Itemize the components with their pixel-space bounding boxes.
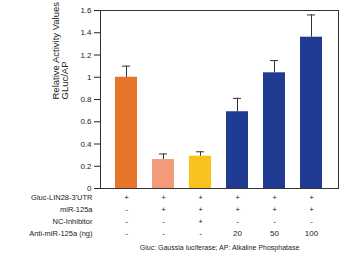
svg-text:+: + [235, 193, 240, 202]
svg-text:+: + [198, 193, 203, 202]
svg-text:1.6: 1.6 [80, 6, 92, 15]
svg-text:miR-125a: miR-125a [60, 205, 93, 214]
svg-text:Gluc: Gaussia luciferase; AP:: Gluc: Gaussia luciferase; AP: Alkaline P… [140, 244, 300, 252]
svg-text:+: + [309, 193, 314, 202]
svg-text:0: 0 [87, 184, 92, 194]
svg-text:+: + [198, 205, 203, 214]
svg-text:-: - [273, 217, 276, 226]
svg-text:-: - [125, 229, 128, 238]
svg-text:0.2: 0.2 [80, 162, 92, 171]
svg-text:-: - [125, 217, 128, 226]
svg-text:+: + [161, 205, 166, 214]
svg-text:0.4: 0.4 [80, 140, 92, 149]
svg-text:+: + [235, 205, 240, 214]
svg-text:20: 20 [233, 229, 242, 238]
svg-text:Gluc-LIN28-3'UTR: Gluc-LIN28-3'UTR [31, 193, 93, 202]
svg-text:-: - [199, 229, 202, 238]
svg-text:1: 1 [87, 73, 92, 82]
svg-text:+: + [161, 193, 166, 202]
svg-text:NC-Inhibitor: NC-Inhibitor [52, 217, 93, 226]
svg-text:Relative Activity ValuesGLuc/A: Relative Activity ValuesGLuc/AP [50, 2, 71, 100]
svg-text:50: 50 [270, 229, 279, 238]
svg-text:+: + [272, 193, 277, 202]
svg-text:100: 100 [305, 229, 319, 238]
svg-text:1.2: 1.2 [80, 51, 92, 60]
svg-text:+: + [124, 193, 129, 202]
svg-text:-: - [162, 217, 165, 226]
svg-text:Anti-miR-125a (ng): Anti-miR-125a (ng) [29, 229, 93, 238]
svg-text:1.4: 1.4 [80, 28, 92, 37]
svg-text:+: + [309, 205, 314, 214]
svg-text:0.8: 0.8 [80, 95, 92, 104]
svg-text:-: - [236, 217, 239, 226]
svg-text:+: + [198, 217, 203, 226]
svg-text:+: + [272, 205, 277, 214]
svg-text:-: - [125, 205, 128, 214]
svg-text:-: - [310, 217, 313, 226]
svg-text:0.6: 0.6 [80, 117, 92, 126]
svg-text:-: - [162, 229, 165, 238]
